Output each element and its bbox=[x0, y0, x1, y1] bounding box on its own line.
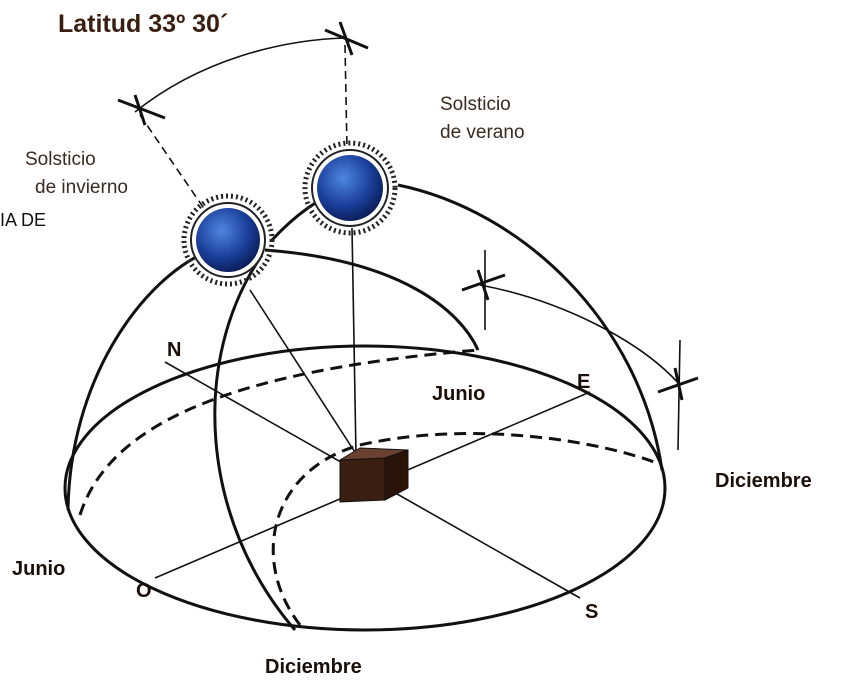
june-top: Junio bbox=[432, 383, 485, 405]
summer-label: Solsticio bbox=[440, 94, 511, 115]
north: N bbox=[167, 339, 181, 361]
east: E bbox=[577, 371, 590, 393]
dashed-june bbox=[78, 348, 479, 516]
ray-winter bbox=[249, 289, 361, 461]
sun-winter bbox=[196, 208, 260, 272]
december-bottom: Diciembre bbox=[265, 656, 362, 678]
house bbox=[339, 447, 409, 503]
dome-edge-left bbox=[66, 253, 201, 511]
sun-rays bbox=[181, 193, 275, 287]
winter-label: Solsticio bbox=[25, 149, 96, 170]
ray-summer bbox=[351, 227, 357, 456]
horizon bbox=[63, 344, 667, 632]
suns bbox=[181, 140, 398, 287]
dome bbox=[63, 21, 699, 632]
stars bbox=[117, 21, 699, 401]
december-right: Diciembre bbox=[715, 470, 812, 492]
sun-rays bbox=[302, 140, 398, 236]
south: S bbox=[585, 601, 598, 623]
dome-edge-right bbox=[397, 183, 664, 471]
meridian bbox=[213, 254, 297, 631]
dashed-december bbox=[271, 432, 663, 626]
fragment: IA DE bbox=[0, 210, 46, 230]
axis-lines bbox=[139, 44, 348, 211]
sun-summer bbox=[317, 155, 383, 221]
west: O bbox=[136, 580, 152, 602]
title: Latitud 33º 30´ bbox=[58, 10, 228, 38]
latitude-arc bbox=[134, 37, 346, 113]
june-left: Junio bbox=[12, 558, 65, 580]
summer-label: de verano bbox=[440, 122, 525, 143]
right-arc bbox=[479, 284, 681, 386]
winter-label: de invierno bbox=[35, 177, 128, 198]
winter-path bbox=[264, 248, 480, 351]
